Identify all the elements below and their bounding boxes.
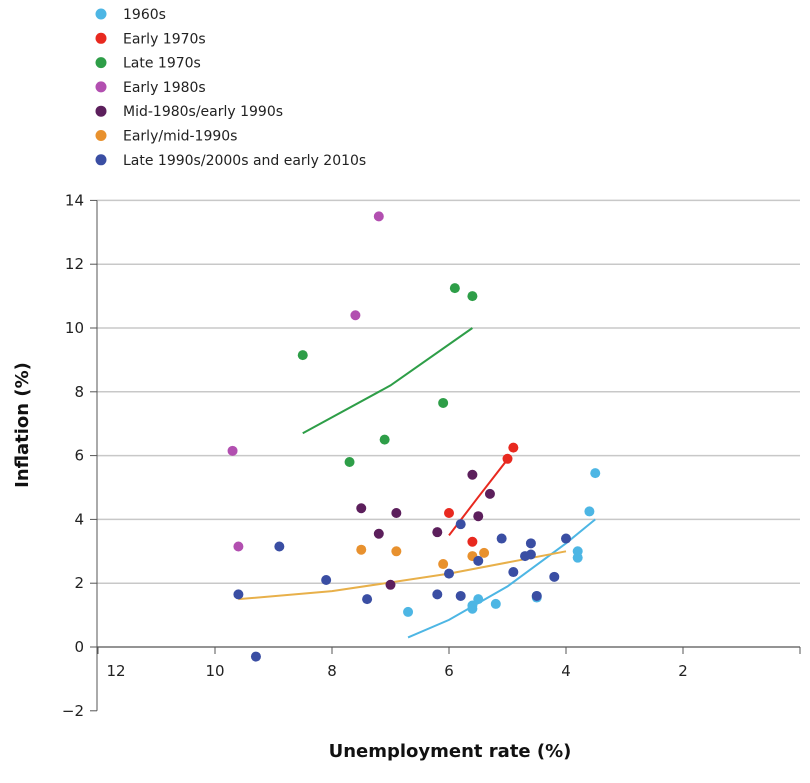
- legend-marker: [95, 57, 107, 69]
- data-point: [479, 547, 490, 558]
- data-point: [321, 575, 332, 586]
- y-tick-label: 10: [65, 319, 84, 337]
- data-point: [297, 350, 308, 361]
- data-point: [344, 456, 355, 467]
- x-tick-label: 12: [106, 662, 125, 680]
- gridlines: [97, 199, 800, 584]
- y-tick-label: 12: [65, 255, 84, 273]
- data-point: [496, 533, 507, 544]
- legend-label: Early 1980s: [123, 80, 206, 96]
- data-point: [508, 442, 519, 453]
- data-point: [473, 511, 484, 522]
- data-point: [502, 453, 513, 464]
- x-tick-label: 2: [678, 662, 688, 680]
- trend-lines: [238, 327, 596, 639]
- data-point: [350, 310, 361, 321]
- data-point: [227, 445, 238, 456]
- data-point: [525, 549, 536, 560]
- data-point: [484, 488, 495, 499]
- data-point: [590, 468, 601, 479]
- legend-label: Early/mid-1990s: [123, 129, 237, 145]
- data-point: [584, 506, 595, 517]
- x-axis-label: Unemployment rate (%): [329, 741, 572, 762]
- data-point: [391, 546, 402, 557]
- data-point: [449, 283, 460, 294]
- data-point: [373, 528, 384, 539]
- data-point: [438, 397, 449, 408]
- legend: 1960s Early 1970s Late 1970s Early 1980s Mid…: [95, 7, 366, 169]
- data-point: [373, 211, 384, 222]
- legend-label: Late 1990s/2000s and early 2010s: [123, 153, 366, 169]
- trend-line: [407, 518, 596, 639]
- legend-marker: [95, 8, 107, 20]
- x-tick-label: 10: [205, 662, 224, 680]
- data-point: [455, 590, 466, 601]
- legend-marker: [95, 81, 107, 93]
- y-tick-label: 6: [74, 447, 84, 465]
- data-point: [531, 590, 542, 601]
- x-tick-label: 4: [561, 662, 571, 680]
- data-point: [385, 579, 396, 590]
- y-axis-label: Inflation (%): [12, 362, 33, 488]
- x-tick-label: 8: [327, 662, 337, 680]
- data-point: [379, 434, 390, 445]
- y-tick-label: 2: [74, 574, 84, 592]
- data-point: [549, 571, 560, 582]
- data-point: [467, 291, 478, 302]
- data-point: [467, 469, 478, 480]
- x-tick-label: 6: [444, 662, 454, 680]
- legend-marker: [95, 32, 107, 44]
- data-point: [467, 600, 478, 611]
- data-point: [508, 567, 519, 578]
- trend-line: [302, 327, 473, 435]
- y-tick-label: 4: [74, 510, 84, 528]
- data-point: [391, 508, 402, 519]
- data-point: [473, 594, 484, 605]
- legend-label: Mid-1980s/early 1990s: [123, 104, 283, 120]
- axes: 14 12 10 8 6 4 2 0 −2 12 10 8 6 4 2: [62, 191, 801, 720]
- data-point: [490, 598, 501, 609]
- data-point: [432, 589, 443, 600]
- data-point: [356, 544, 367, 555]
- legend-label: 1960s: [123, 7, 166, 23]
- data-point: [455, 519, 466, 530]
- y-tick-label: 8: [74, 383, 84, 401]
- data-point: [467, 536, 478, 547]
- data-point: [432, 527, 443, 538]
- legend-marker: [95, 130, 107, 141]
- data-point: [561, 533, 571, 544]
- data-point: [473, 555, 484, 566]
- y-tick-label: 0: [74, 638, 84, 656]
- y-tick-label: −2: [62, 702, 84, 720]
- legend-label: Early 1970s: [123, 31, 206, 47]
- legend-marker: [95, 105, 107, 117]
- data-point: [572, 546, 583, 557]
- data-point: [362, 594, 373, 605]
- data-point: [444, 508, 454, 519]
- data-point: [274, 541, 285, 552]
- data-point: [525, 538, 536, 549]
- data-point: [444, 568, 454, 579]
- data-point: [403, 606, 414, 617]
- data-point: [250, 651, 261, 662]
- data-point: [356, 503, 367, 514]
- data-point: [233, 589, 244, 600]
- data-point: [233, 541, 244, 552]
- data-points: [227, 211, 601, 662]
- legend-marker: [95, 154, 107, 166]
- legend-label: Late 1970s: [123, 56, 201, 72]
- data-point: [438, 559, 449, 570]
- y-tick-label: 14: [65, 191, 84, 209]
